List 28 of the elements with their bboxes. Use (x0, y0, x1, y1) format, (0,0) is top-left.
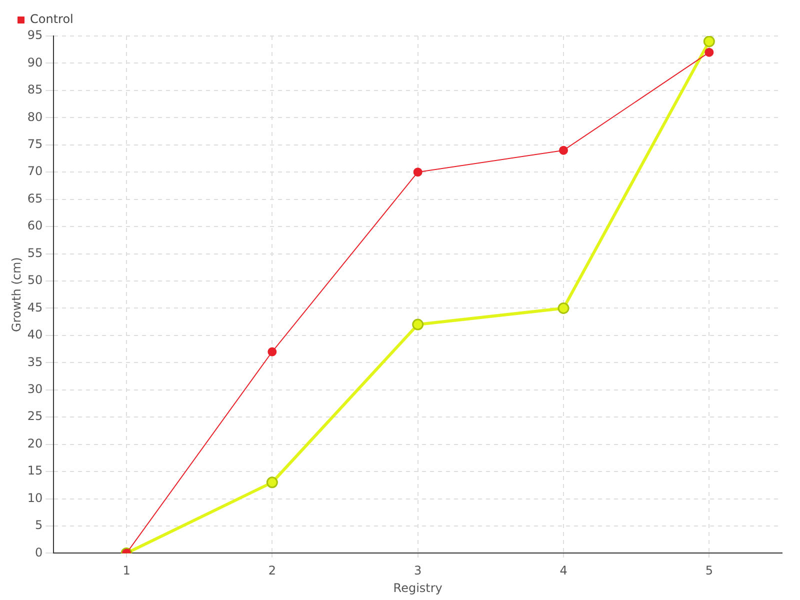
x-tick-label: 5 (705, 564, 713, 578)
y-tick-label: 70 (27, 164, 43, 178)
y-tick-label: 80 (27, 110, 43, 124)
y-tick-label: 90 (27, 55, 43, 70)
y-tick-label: 55 (27, 246, 43, 260)
legend-label: Control (30, 12, 74, 26)
y-tick-label: 75 (27, 137, 43, 152)
y-axis-title: Growth (cm) (9, 257, 24, 332)
x-tick-label: 2 (268, 564, 276, 578)
x-tick-label: 1 (122, 564, 130, 578)
y-tick-label: 20 (27, 436, 43, 450)
y-tick-label: 50 (27, 273, 43, 288)
y-tick-label: 40 (27, 328, 43, 342)
y-tick-label: 30 (27, 382, 43, 396)
y-tick-label: 95 (27, 28, 43, 42)
y-tick-label: 60 (27, 218, 43, 233)
x-tick-label: 4 (560, 564, 568, 578)
y-tick-label: 45 (27, 300, 43, 314)
y-tick-label: 85 (27, 82, 43, 97)
y-tick-label: 5 (35, 518, 43, 532)
y-tick-label: 65 (27, 191, 43, 206)
y-tick-label: 25 (27, 409, 43, 424)
y-tick-label: 0 (35, 545, 43, 560)
x-tick-label: 3 (414, 564, 422, 578)
y-tick-label: 15 (27, 464, 43, 478)
y-tick-label: 10 (27, 490, 43, 505)
y-tick-label: 35 (27, 354, 43, 369)
x-axis-title: Registry (393, 580, 442, 595)
